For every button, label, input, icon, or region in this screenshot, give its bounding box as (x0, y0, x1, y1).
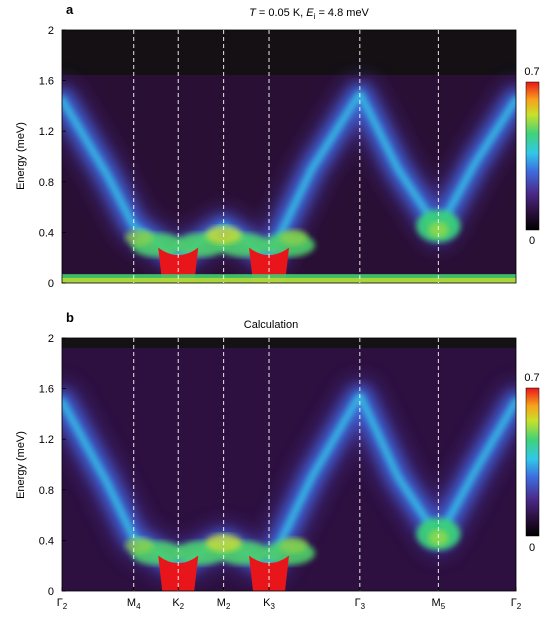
panel-b-y-axis-label: Energy (meV) (15, 431, 27, 499)
panel-a-colorbar-max-label: 0.7 (524, 66, 539, 78)
panel-a-title: T = 0.05 K, Ei = 4.8 meV (249, 7, 369, 21)
panel-b-colorbar-gradient (525, 387, 540, 537)
intensity-blob (279, 229, 308, 246)
panel-a-y-axis: 0 0.4 0.8 1.2 1.6 2 (39, 25, 66, 290)
elastic-line-core (62, 277, 516, 283)
x-tick-label: K3 (263, 597, 275, 611)
panel-b-zone-boundary-lines (133, 338, 439, 591)
high-intensity-region (249, 555, 290, 591)
y-tick-label: 2 (48, 333, 54, 345)
panel-b: b Calculation 0 0.4 0.8 1.2 1.6 2 Energy (meV… (15, 310, 540, 611)
intensity-blob (125, 537, 154, 554)
y-tick-label: 1.2 (39, 434, 54, 446)
panel-a-colorbar-min-label: 0 (529, 235, 535, 247)
panel-b-colorbar: 0.7 0 (524, 372, 539, 554)
x-tick-label: Γ3 (355, 597, 366, 611)
y-tick-label: 0 (48, 278, 54, 290)
x-tick-label: Γ2 (57, 597, 68, 611)
x-tick-label: M4 (127, 597, 141, 611)
panel-a-colorbar-gradient (525, 81, 540, 231)
panel-a: a T = 0.05 K, Ei = 4.8 meV 0 0.4 0.8 1.2 1.6… (15, 2, 540, 290)
panel-b-title: Calculation (244, 319, 298, 331)
panel-b-colorbar-min-label: 0 (529, 542, 535, 554)
panel-b-dark-top-region (62, 338, 516, 349)
y-tick-label: 1.6 (39, 384, 54, 396)
panel-a-dark-top-region (62, 30, 516, 75)
y-tick-label: 1.6 (39, 76, 54, 88)
x-tick-label: K2 (172, 597, 184, 611)
panel-a-frame (61, 29, 517, 284)
y-tick-label: 1.2 (39, 126, 54, 138)
panel-a-zone-boundary-lines (133, 30, 439, 283)
panel-b-frame (61, 337, 517, 592)
panel-b-colorbar-max-label: 0.7 (524, 372, 539, 384)
y-tick-label: 0 (48, 586, 54, 598)
x-tick-label: M2 (217, 597, 231, 611)
panel-letter-b: b (66, 310, 74, 325)
intensity-blob (125, 229, 154, 246)
panel-a-colorbar: 0.7 0 (524, 66, 539, 247)
x-tick-label: M5 (432, 597, 446, 611)
y-tick-label: 0.4 (39, 227, 54, 239)
y-tick-label: 0.8 (39, 485, 54, 497)
x-tick-label: Γ2 (511, 597, 522, 611)
panel-b-intensity-map (62, 338, 516, 591)
panel-a-y-axis-label: Energy (meV) (15, 122, 27, 190)
y-tick-label: 0.8 (39, 177, 54, 189)
panel-b-y-axis: 0 0.4 0.8 1.2 1.6 2 (39, 333, 66, 598)
panel-letter-a: a (66, 2, 74, 17)
intensity-blob (279, 537, 308, 554)
panel-b-x-axis: Γ2 M4 K2 M2 K3 Γ3 M5 Γ2 (57, 587, 522, 611)
high-intensity-region (158, 555, 199, 591)
y-tick-label: 2 (48, 25, 54, 37)
y-tick-label: 0.4 (39, 535, 54, 547)
panel-a-intensity-map (62, 77, 516, 283)
